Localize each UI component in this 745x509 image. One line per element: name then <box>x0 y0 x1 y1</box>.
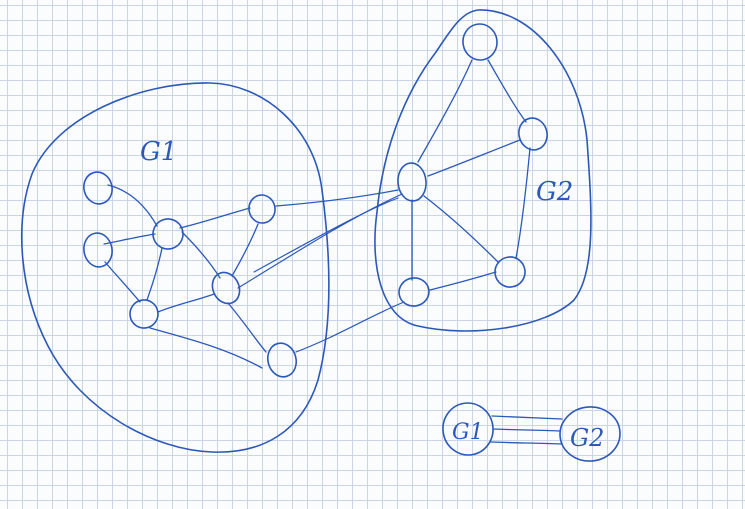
node <box>248 194 276 224</box>
edge <box>429 271 497 291</box>
cluster-g2-boundary <box>374 9 592 332</box>
edge <box>227 302 267 353</box>
summary-edge <box>491 415 563 420</box>
edge <box>275 189 399 207</box>
node <box>266 342 298 378</box>
node <box>211 271 241 305</box>
node <box>152 218 184 250</box>
edge <box>103 233 156 245</box>
node <box>398 277 430 307</box>
node <box>397 162 427 202</box>
summary-label-g1: G1 <box>452 420 484 445</box>
summary-edge <box>490 441 562 445</box>
edge <box>107 184 158 227</box>
cluster-label-g2: G2 <box>536 177 573 207</box>
node <box>494 256 526 288</box>
edge <box>181 231 221 279</box>
g2-edges <box>411 59 531 291</box>
edge <box>515 147 531 259</box>
inter-cluster-edges <box>237 189 405 353</box>
edge <box>146 247 163 301</box>
edge <box>179 207 251 229</box>
edge <box>487 59 527 123</box>
edge <box>231 223 259 277</box>
g1-edges <box>103 184 267 369</box>
edge <box>104 261 141 303</box>
cluster-g1-boundary <box>21 82 330 453</box>
node <box>129 299 159 329</box>
summary-node-g1 <box>442 402 494 456</box>
summary-edge <box>492 428 561 432</box>
edge <box>423 195 499 263</box>
node <box>83 171 113 205</box>
edge <box>237 193 403 289</box>
edge <box>157 293 215 313</box>
edge <box>149 327 263 369</box>
edge <box>427 139 521 177</box>
g1-nodes <box>83 171 298 378</box>
node <box>83 232 113 268</box>
edge <box>295 301 405 353</box>
edge <box>253 197 399 273</box>
summary-node-g2 <box>559 406 621 462</box>
cluster-label-g1: G1 <box>140 137 177 167</box>
summary-graph: G1 G2 <box>442 402 621 462</box>
node <box>518 117 548 151</box>
summary-label-g2: G2 <box>570 424 604 452</box>
g2-nodes <box>397 23 548 307</box>
edge <box>417 59 473 163</box>
node <box>462 23 498 61</box>
